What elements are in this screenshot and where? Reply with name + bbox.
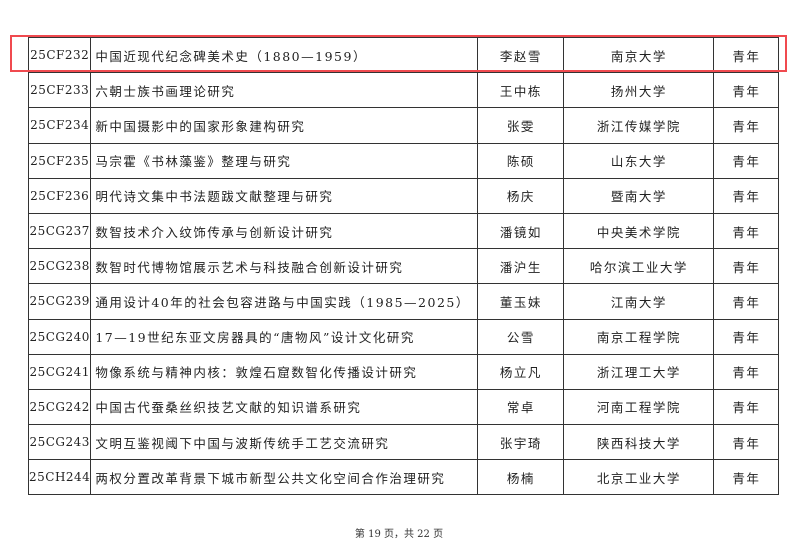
- category: 青年: [713, 318, 780, 355]
- institution: 山东大学: [563, 142, 715, 179]
- project-id: 25CH244: [27, 459, 92, 496]
- category: 青年: [713, 142, 780, 179]
- table-row: 25CG239 通用设计40年的社会包容进路与中国实践（1985—2025） 董玉妹…: [27, 283, 780, 320]
- project-title: 物像系统与精神内核：敦煌石窟数智化传播设计研究: [90, 353, 479, 390]
- applicant-name: 杨庆: [477, 177, 565, 214]
- project-title: 通用设计40年的社会包容进路与中国实践（1985—2025）: [90, 283, 479, 320]
- category: 青年: [713, 459, 780, 496]
- institution: 中央美术学院: [563, 212, 715, 250]
- project-title: 17—19世纪东亚文房器具的“唐物风”设计文化研究: [90, 318, 479, 355]
- applicant-name: 王中栋: [477, 72, 565, 109]
- project-id: 25CF233: [27, 72, 92, 109]
- category: 青年: [713, 353, 780, 390]
- applicant-name: 潘镜如: [477, 212, 565, 250]
- project-title: 中国古代蚕桑丝织技艺文献的知识谱系研究: [90, 388, 479, 426]
- applicant-name: 常卓: [477, 388, 565, 426]
- project-title: 中国近现代纪念碑美术史（1880—1959）: [90, 36, 479, 74]
- project-table: 25CF232 中国近现代纪念碑美术史（1880—1959） 李赵雪 南京大学 青年 25…: [27, 36, 780, 496]
- project-id: 25CF236: [27, 177, 92, 214]
- project-id: 25CG241: [27, 353, 92, 390]
- applicant-name: 公雪: [477, 318, 565, 355]
- institution: 浙江传媒学院: [563, 107, 715, 144]
- project-title: 六朝士族书画理论研究: [90, 72, 479, 109]
- table-row: 25CF236 明代诗文集中书法题跋文献整理与研究 杨庆 暨南大学 青年: [27, 177, 780, 214]
- project-title: 新中国摄影中的国家形象建构研究: [90, 107, 479, 144]
- project-id: 25CG240: [27, 318, 92, 355]
- project-id: 25CG242: [27, 388, 92, 426]
- project-title: 数智时代博物馆展示艺术与科技融合创新设计研究: [90, 248, 479, 285]
- category: 青年: [713, 177, 780, 214]
- project-title: 数智技术介入纹饰传承与创新设计研究: [90, 212, 479, 250]
- table-row: 25CH244 两权分置改革背景下城市新型公共文化空间合作治理研究 杨楠 北京工业大学…: [27, 459, 780, 496]
- table-row: 25CG238 数智时代博物馆展示艺术与科技融合创新设计研究 潘沪生 哈尔滨工业大学青…: [27, 248, 780, 285]
- category: 青年: [713, 107, 780, 144]
- applicant-name: 张雯: [477, 107, 565, 144]
- project-id: 25CF235: [27, 142, 92, 179]
- table-row: 25CF233 六朝士族书画理论研究 王中栋 扬州大学 青年: [27, 72, 780, 109]
- project-title: 明代诗文集中书法题跋文献整理与研究: [90, 177, 479, 214]
- category: 青年: [713, 424, 780, 461]
- project-id: 25CG239: [27, 283, 92, 320]
- institution: 北京工业大学: [563, 459, 715, 496]
- category: 青年: [713, 72, 780, 109]
- project-id: 25CG237: [27, 212, 92, 250]
- table-row: 25CG240 17—19世纪东亚文房器具的“唐物风”设计文化研究 公雪 南京工程学院…: [27, 318, 780, 355]
- table-row: 25CF234 新中国摄影中的国家形象建构研究 张雯 浙江传媒学院 青年: [27, 107, 780, 144]
- applicant-name: 杨立凡: [477, 353, 565, 390]
- project-id: 25CG243: [27, 424, 92, 461]
- page-footer: 第 19 页，共 22 页: [354, 529, 444, 540]
- table-row: 25CF235 马宗霍《书林藻鉴》整理与研究 陈硕 山东大学 青年: [27, 142, 780, 179]
- category: 青年: [713, 36, 780, 74]
- project-title: 文明互鉴视阈下中国与波斯传统手工艺交流研究: [90, 424, 479, 461]
- table-row: 25CF232 中国近现代纪念碑美术史（1880—1959） 李赵雪 南京大学 青年: [27, 36, 780, 74]
- institution: 河南工程学院: [563, 388, 715, 426]
- applicant-name: 李赵雪: [477, 36, 565, 74]
- project-title: 两权分置改革背景下城市新型公共文化空间合作治理研究: [90, 459, 479, 496]
- category: 青年: [713, 248, 780, 285]
- institution: 江南大学: [563, 283, 715, 320]
- applicant-name: 张宇琦: [477, 424, 565, 461]
- institution: 扬州大学: [563, 72, 715, 109]
- table-row: 25CG243 文明互鉴视阈下中国与波斯传统手工艺交流研究 张宇琦 陕西科技大学 青年: [27, 424, 780, 461]
- institution: 南京工程学院: [563, 318, 715, 355]
- category: 青年: [713, 283, 780, 320]
- institution: 南京大学: [563, 36, 715, 74]
- institution: 陕西科技大学: [563, 424, 715, 461]
- applicant-name: 陈硕: [477, 142, 565, 179]
- applicant-name: 董玉妹: [477, 283, 565, 320]
- project-title: 马宗霍《书林藻鉴》整理与研究: [90, 142, 479, 179]
- category: 青年: [713, 388, 780, 426]
- applicant-name: 潘沪生: [477, 248, 565, 285]
- table-row: 25CG237 数智技术介入纹饰传承与创新设计研究 潘镜如 中央美术学院 青年: [27, 212, 780, 250]
- institution: 暨南大学: [563, 177, 715, 214]
- applicant-name: 杨楠: [477, 459, 565, 496]
- project-id: 25CG238: [27, 248, 92, 285]
- institution: 浙江理工大学: [563, 353, 715, 390]
- table-row: 25CG242 中国古代蚕桑丝织技艺文献的知识谱系研究 常卓 河南工程学院 青年: [27, 388, 780, 426]
- project-id: 25CF232: [27, 36, 92, 74]
- institution: 哈尔滨工业大学: [563, 248, 715, 285]
- table-row: 25CG241 物像系统与精神内核：敦煌石窟数智化传播设计研究 杨立凡 浙江理工大学青…: [27, 353, 780, 390]
- category: 青年: [713, 212, 780, 250]
- project-id: 25CF234: [27, 107, 92, 144]
